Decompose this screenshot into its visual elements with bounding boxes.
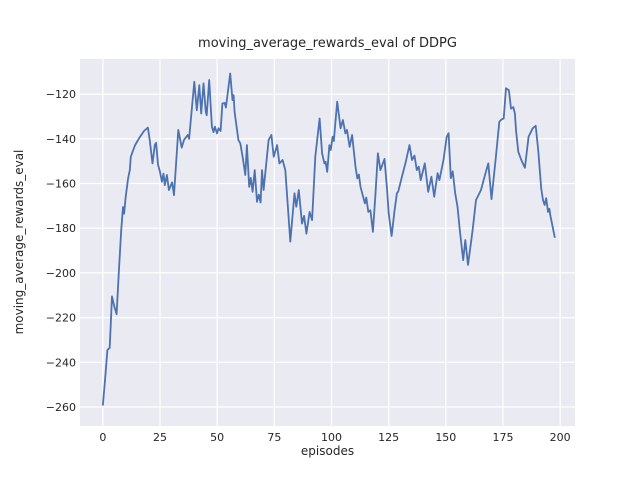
plot-area	[80, 59, 575, 426]
y-tick-label: −180	[46, 222, 76, 235]
x-tick-label: 0	[99, 431, 106, 444]
x-axis-label: episodes	[300, 444, 355, 458]
y-tick-label: −120	[46, 88, 76, 101]
x-tick-label: 200	[550, 431, 571, 444]
y-tick-label: −140	[46, 133, 76, 146]
chart-title: moving_average_rewards_eval of DDPG	[198, 36, 457, 51]
y-tick-label: −220	[46, 312, 76, 325]
x-tick-label: 150	[435, 431, 456, 444]
y-tick-label: −260	[46, 401, 76, 414]
y-tick-label: −160	[46, 177, 76, 190]
x-tick-label: 25	[153, 431, 167, 444]
y-tick-label: −240	[46, 356, 76, 369]
x-tick-label: 125	[378, 431, 399, 444]
y-tick-label: −200	[46, 267, 76, 280]
y-axis-label: moving_average_rewards_eval	[12, 149, 26, 335]
x-tick-label: 50	[210, 431, 224, 444]
reward-line	[102, 72, 556, 406]
x-tick-label: 100	[321, 431, 342, 444]
x-tick-label: 75	[267, 431, 281, 444]
x-tick-label: 175	[492, 431, 513, 444]
